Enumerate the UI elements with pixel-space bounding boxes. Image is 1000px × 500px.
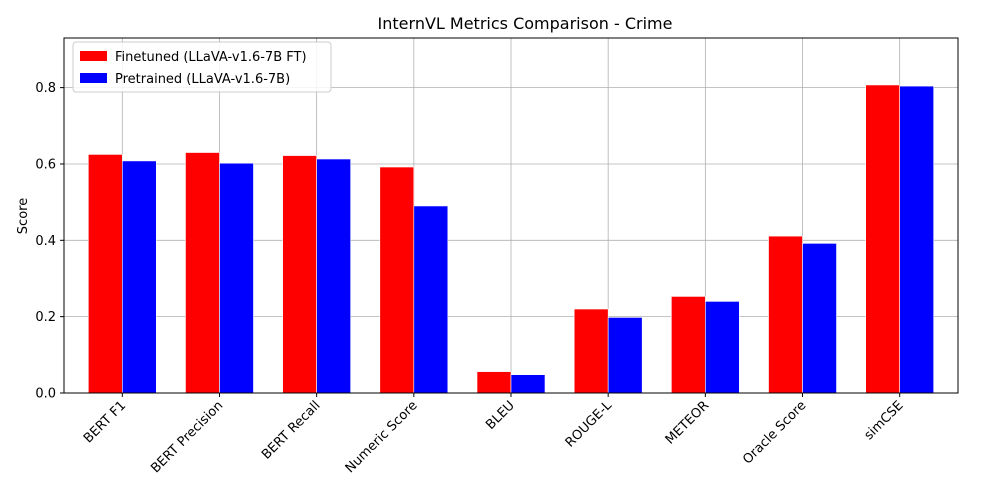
- bar: [185, 152, 220, 394]
- x-tick-label: Numeric Score: [343, 398, 421, 476]
- x-tick-label: BERT Precision: [148, 398, 226, 476]
- legend-swatch: [80, 73, 107, 83]
- y-tick-label: 0.8: [35, 81, 56, 96]
- bar: [413, 205, 449, 394]
- bar: [282, 155, 317, 394]
- x-tick-label: BERT F1: [81, 398, 129, 446]
- bar: [316, 158, 351, 394]
- chart-title: InternVL Metrics Comparison - Crime: [378, 14, 673, 33]
- bar: [899, 85, 934, 394]
- bar: [705, 301, 740, 394]
- bar: [510, 374, 546, 394]
- y-tick-label: 0.0: [35, 387, 56, 402]
- legend-label: Finetuned (LLaVA-v1.6-7B FT): [115, 50, 307, 65]
- y-tick-label: 0.6: [35, 157, 56, 172]
- bar: [122, 160, 157, 394]
- bar: [476, 371, 512, 394]
- x-tick-label: BERT Recall: [259, 398, 323, 462]
- bar: [607, 317, 643, 394]
- legend-box: [72, 41, 332, 93]
- bar: [865, 84, 900, 394]
- bar: [573, 308, 609, 394]
- y-tick-label: 0.4: [35, 234, 56, 249]
- x-tick-label: ROUGE-L: [563, 398, 616, 451]
- legend: Finetuned (LLaVA-v1.6-7B FT) Pretrained (…: [72, 41, 332, 93]
- x-tick-label: simCSE: [862, 398, 907, 443]
- bar: [88, 154, 123, 394]
- bars: [88, 84, 934, 394]
- x-tick-label: METEOR: [663, 398, 712, 447]
- bar: [219, 162, 254, 394]
- x-tick-label: BLEU: [483, 398, 518, 433]
- legend-swatch: [80, 51, 107, 61]
- x-tick-label: Oracle Score: [740, 398, 809, 467]
- legend-label: Pretrained (LLaVA-v1.6-7B): [115, 72, 290, 87]
- bar: [379, 166, 415, 394]
- bar: [802, 243, 837, 394]
- y-tick-label: 0.2: [35, 310, 56, 325]
- bar: [768, 235, 803, 394]
- y-axis-label: Score: [16, 198, 31, 234]
- bar: [671, 296, 706, 394]
